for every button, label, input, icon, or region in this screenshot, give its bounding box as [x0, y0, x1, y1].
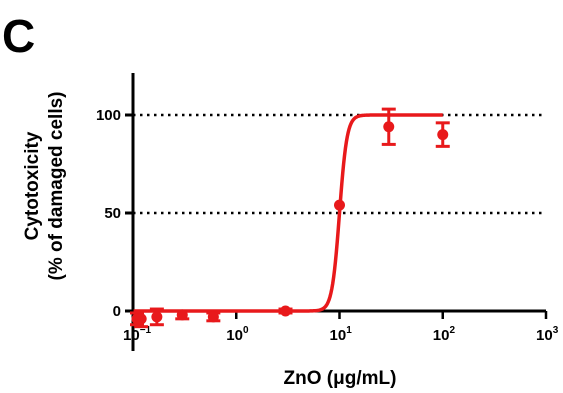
x-tick-label: 101 [330, 325, 353, 344]
y-axis-title-line2: (% of damaged cells) [46, 92, 67, 281]
data-point-8 [381, 107, 396, 146]
y-tick-label: 100 [96, 107, 121, 124]
y-tick-label: 0 [113, 303, 121, 320]
marker [383, 121, 395, 133]
data-point-4 [175, 309, 190, 321]
data-point-7 [334, 199, 345, 211]
data-point-9 [435, 121, 450, 148]
data-point-3 [134, 309, 149, 329]
marker [334, 199, 345, 211]
y-axis-title-line1: Cytotoxicity [22, 131, 43, 240]
marker [280, 305, 292, 317]
marker [151, 311, 163, 323]
y-tick-label: 50 [104, 205, 121, 222]
x-tick-label: 102 [433, 325, 456, 344]
x-tick-label: 10−1 [123, 325, 152, 344]
x-axis-title: ZnO (μg/mL) [284, 368, 397, 389]
y-ticks: 0 50 100 [96, 107, 133, 320]
y-axis-title: Cytotoxicity (% of damaged cells) [22, 92, 67, 281]
x-tick-label: 103 [536, 325, 559, 344]
x-ticks: 10−1 100 101 102 103 [123, 311, 559, 344]
data-point-5 [206, 311, 221, 323]
data-point-2 [149, 307, 164, 327]
panel-label: C [2, 10, 35, 62]
marker [437, 129, 449, 141]
x-tick-label: 100 [226, 325, 249, 344]
marker [135, 313, 147, 325]
data-points [130, 107, 450, 329]
marker [176, 309, 188, 321]
marker [207, 311, 219, 323]
data-point-6 [278, 305, 293, 317]
